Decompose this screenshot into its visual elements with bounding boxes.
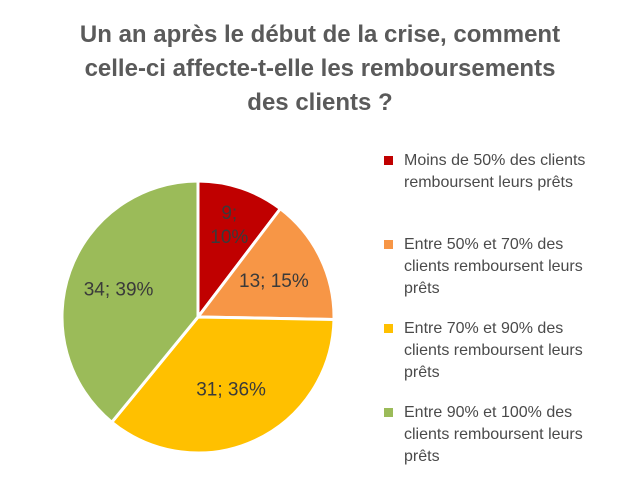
legend-swatch — [384, 324, 393, 333]
legend-label-line: Entre 50% et 70% des — [404, 236, 564, 253]
slice-label-line: 9; — [221, 203, 237, 224]
slice-label-line: 34; 39% — [84, 280, 154, 301]
legend-label-line: prêts — [404, 448, 440, 465]
chart-title-line-1: Un an après le début de la crise, commen… — [79, 21, 561, 48]
slice-label-3: 31; 36% — [196, 380, 266, 401]
chart-title: Un an après le début de la crise, commen… — [40, 18, 600, 120]
legend-label-line: Entre 90% et 100% des — [404, 404, 573, 421]
slice-label-line: 13; 15% — [239, 271, 309, 292]
legend-swatch — [384, 408, 393, 417]
chart-title-line-3: des clients ? — [247, 89, 393, 116]
legend-label: Entre 90% et 100% des clients remboursent… — [404, 402, 624, 468]
pie-slice-4 — [60, 179, 200, 424]
pie-slice-3 — [110, 315, 336, 455]
pie-slice-2 — [196, 207, 336, 321]
legend-label-line: clients remboursent leurs — [404, 342, 583, 359]
legend-label-line: Entre 70% et 90% des — [404, 320, 564, 337]
legend-swatch — [384, 240, 393, 249]
pie-slice-1 — [196, 179, 282, 319]
legend-label-line: remboursent leurs prêts — [404, 174, 573, 191]
slice-label-4: 34; 39% — [84, 280, 154, 301]
legend-label-line: clients remboursent leurs — [404, 258, 583, 275]
slice-label-line: 10% — [210, 227, 248, 248]
legend-label: Entre 50% et 70% des clients remboursent … — [404, 234, 624, 300]
legend-label: Moins de 50% des clients remboursent leur… — [404, 150, 624, 194]
chart-title-line-2: celle-ci affecte-t-elle les remboursemen… — [84, 55, 556, 82]
slice-label-1: 9; 10% — [210, 203, 248, 248]
legend-label-line: prêts — [404, 364, 440, 381]
legend-label: Entre 70% et 90% des clients remboursent … — [404, 318, 624, 384]
slice-label-line: 31; 36% — [196, 380, 266, 401]
slice-label-2: 13; 15% — [239, 271, 309, 292]
legend-label-line: Moins de 50% des clients — [404, 152, 586, 169]
legend-label-line: clients remboursent leurs — [404, 426, 583, 443]
legend-label-line: prêts — [404, 280, 440, 297]
legend-swatch — [384, 156, 393, 165]
